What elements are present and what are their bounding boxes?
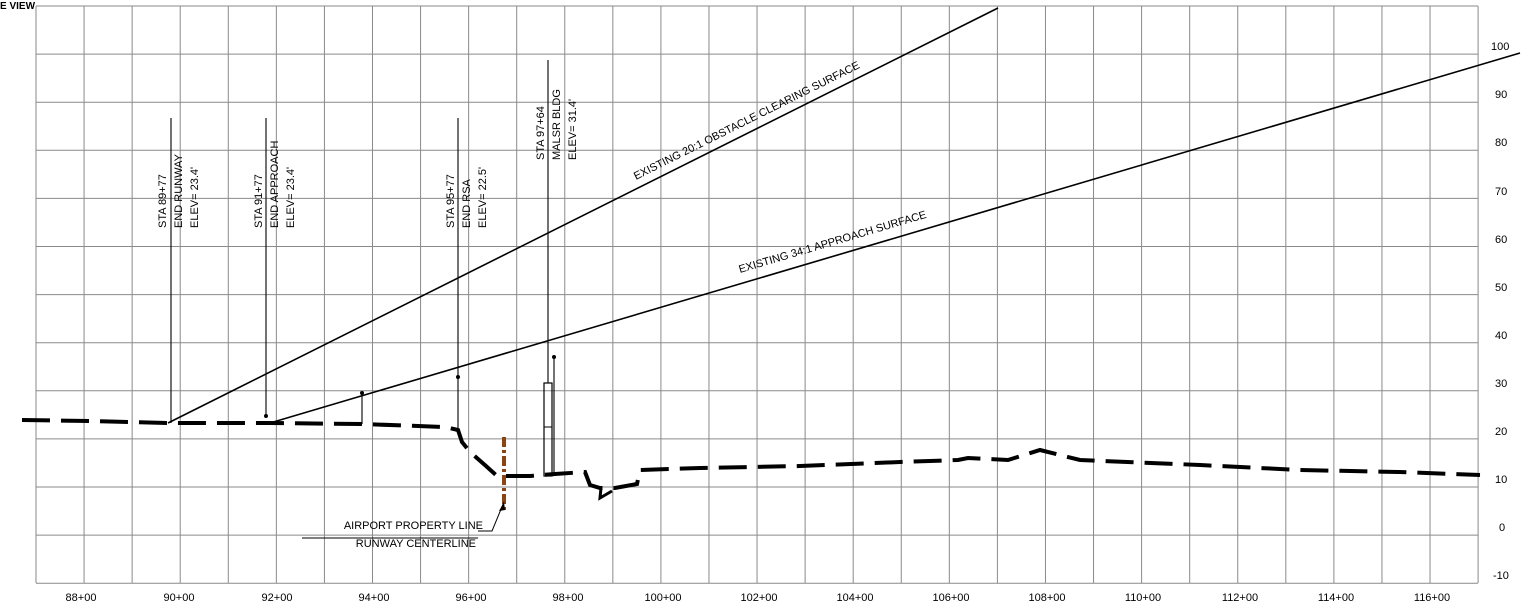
x-tick-label: 88+00: [66, 592, 97, 604]
x-tick-label: 102+00: [740, 592, 777, 604]
runway-centerline-label: RUNWAY CENTERLINE: [356, 538, 476, 550]
station-line: MALSR BLDG: [551, 89, 563, 160]
x-tick-label: 90+00: [164, 592, 195, 604]
y-tick-label: 80: [1495, 137, 1507, 149]
x-axis-tick-labels: 88+00 90+00 92+00 94+00 96+00 98+00 100+…: [66, 592, 1451, 604]
ocs-20-1-surface-line: [167, 7, 999, 424]
callout-arrowhead: [499, 502, 505, 511]
y-tick-label: 90: [1495, 89, 1507, 101]
station-line: END RUNWAY: [173, 153, 185, 228]
x-tick-label: 108+00: [1028, 592, 1065, 604]
x-tick-label: 114+00: [1318, 592, 1354, 604]
x-tick-label: 110+00: [1125, 592, 1161, 604]
y-tick-label: 30: [1495, 378, 1507, 390]
x-tick-label: 94+00: [359, 592, 390, 604]
grid: [35, 5, 1479, 584]
x-tick-label: 92+00: [262, 592, 293, 604]
end-approach-marker: [264, 414, 268, 418]
y-tick-label: 60: [1495, 234, 1507, 246]
station-annotation-end-rsa: STA 95+77 END RSA ELEV= 22.5': [445, 167, 489, 228]
station-annotation-malsr-bldg: STA 97+64 MALSR BLDG ELEV= 31.4': [535, 89, 579, 160]
ground-notch: [598, 487, 613, 501]
obstacle-marker-dot: [360, 391, 364, 395]
malsr-bldg-box: [543, 382, 553, 477]
station-line: STA 91+77: [253, 174, 265, 228]
x-tick-label: 116+00: [1414, 592, 1450, 604]
x-tick-label: 96+00: [456, 592, 487, 604]
y-tick-label: 100: [1491, 41, 1509, 53]
approach-34-1-surface-line: [269, 52, 1521, 424]
y-tick-label: 50: [1495, 282, 1507, 294]
property-line-label: AIRPORT PROPERTY LINE: [344, 520, 483, 532]
view-title: E VIEW: [0, 1, 36, 12]
malsr-pole-top: [552, 355, 556, 359]
existing-ground-profile: [21, 418, 1481, 490]
station-line: ELEV= 22.5': [477, 167, 489, 228]
ocs-surface-label: EXISTING 20:1 OBSTACLE CLEARING SURFACE: [632, 60, 862, 183]
x-tick-label: 98+00: [553, 592, 584, 604]
y-tick-label: 20: [1495, 426, 1507, 438]
y-tick-label: 10: [1495, 474, 1507, 486]
x-tick-label: 106+00: [932, 592, 969, 604]
station-line: STA 97+64: [535, 106, 547, 160]
y-axis-tick-labels: 100 90 80 70 60 50 40 30 20 10 0 -10: [1491, 41, 1509, 582]
approach-surface-label: EXISTING 34:1 APPROACH SURFACE: [737, 209, 927, 276]
station-line: ELEV= 23.4': [189, 167, 201, 228]
end-rsa-marker: [456, 375, 460, 379]
y-tick-label: 70: [1495, 186, 1507, 198]
station-annotation-end-approach: STA 91+77 END APPROACH ELEV= 23.4': [253, 141, 297, 228]
y-tick-label: 0: [1499, 522, 1505, 534]
y-tick-label: -10: [1493, 570, 1509, 582]
station-line: END RSA: [461, 178, 473, 228]
station-line: STA 95+77: [445, 174, 457, 228]
x-tick-label: 104+00: [836, 592, 873, 604]
station-line: END APPROACH: [269, 141, 281, 228]
callout-leader: [478, 501, 505, 532]
station-line: STA 89+77: [157, 174, 169, 228]
x-tick-label: 100+00: [644, 592, 681, 604]
station-annotation-end-runway: STA 89+77 END RUNWAY ELEV= 23.4': [157, 153, 201, 228]
x-tick-label: 112+00: [1222, 592, 1258, 604]
station-line: ELEV= 31.4': [567, 99, 579, 160]
y-tick-label: 40: [1495, 330, 1507, 342]
station-line: ELEV= 23.4': [285, 167, 297, 228]
